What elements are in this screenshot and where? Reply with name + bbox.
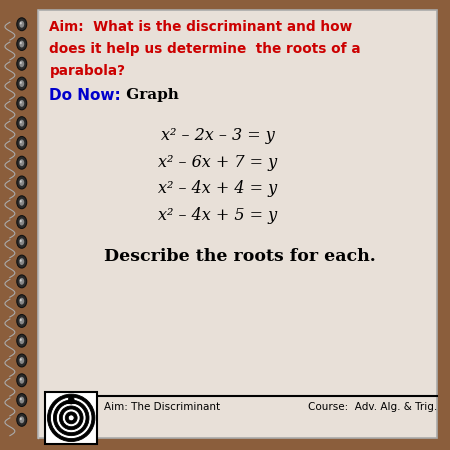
Ellipse shape: [20, 378, 22, 381]
Ellipse shape: [17, 136, 27, 149]
Ellipse shape: [19, 357, 24, 364]
Ellipse shape: [50, 397, 92, 439]
Ellipse shape: [17, 176, 27, 189]
Ellipse shape: [17, 354, 27, 367]
Ellipse shape: [20, 180, 22, 183]
Ellipse shape: [19, 396, 24, 404]
Text: x² – 4x + 4 = y: x² – 4x + 4 = y: [158, 180, 277, 198]
Ellipse shape: [19, 258, 24, 265]
Ellipse shape: [20, 121, 22, 123]
Ellipse shape: [17, 18, 27, 31]
Ellipse shape: [17, 315, 27, 327]
Ellipse shape: [19, 60, 24, 67]
Ellipse shape: [56, 403, 86, 433]
Text: Aim:  What is the discriminant and how: Aim: What is the discriminant and how: [50, 20, 353, 34]
Ellipse shape: [19, 100, 24, 107]
Text: does it help us determine  the roots of a: does it help us determine the roots of a: [50, 42, 361, 56]
Ellipse shape: [54, 400, 89, 436]
Bar: [45, 392, 97, 444]
Ellipse shape: [19, 416, 24, 423]
Ellipse shape: [19, 377, 24, 384]
Ellipse shape: [19, 298, 24, 305]
Ellipse shape: [20, 42, 22, 44]
Ellipse shape: [19, 238, 24, 245]
Ellipse shape: [20, 338, 22, 341]
Ellipse shape: [20, 141, 22, 143]
Text: Graph: Graph: [121, 88, 179, 102]
Text: Do Now:: Do Now:: [50, 88, 121, 103]
Ellipse shape: [19, 337, 24, 344]
Ellipse shape: [20, 22, 22, 24]
Ellipse shape: [19, 179, 24, 186]
Ellipse shape: [17, 295, 27, 308]
Ellipse shape: [20, 220, 22, 222]
Ellipse shape: [68, 415, 74, 421]
Ellipse shape: [17, 77, 27, 90]
Ellipse shape: [19, 317, 24, 324]
Ellipse shape: [20, 319, 22, 321]
Bar: [38, 10, 437, 437]
Ellipse shape: [19, 21, 24, 28]
Ellipse shape: [62, 409, 80, 427]
Ellipse shape: [19, 219, 24, 225]
Ellipse shape: [68, 396, 74, 404]
Text: Course:  Adv. Alg. & Trig.: Course: Adv. Alg. & Trig.: [308, 402, 437, 412]
Ellipse shape: [20, 101, 22, 104]
Ellipse shape: [17, 38, 27, 50]
Ellipse shape: [17, 97, 27, 110]
Ellipse shape: [19, 278, 24, 285]
Ellipse shape: [17, 117, 27, 130]
Ellipse shape: [19, 120, 24, 126]
Text: Describe the roots for each.: Describe the roots for each.: [104, 248, 376, 265]
Ellipse shape: [19, 159, 24, 166]
Ellipse shape: [65, 412, 77, 424]
Ellipse shape: [17, 414, 27, 426]
Ellipse shape: [47, 394, 95, 441]
Ellipse shape: [17, 334, 27, 347]
Ellipse shape: [20, 200, 22, 202]
Text: parabola?: parabola?: [50, 64, 126, 78]
Ellipse shape: [17, 394, 27, 406]
Text: x² – 4x + 5 = y: x² – 4x + 5 = y: [158, 207, 277, 224]
Ellipse shape: [17, 57, 27, 70]
Text: Aim: The Discriminant: Aim: The Discriminant: [104, 402, 220, 412]
Ellipse shape: [20, 398, 22, 400]
Ellipse shape: [17, 196, 27, 209]
Ellipse shape: [19, 199, 24, 206]
Ellipse shape: [17, 255, 27, 268]
Ellipse shape: [20, 299, 22, 302]
Ellipse shape: [20, 259, 22, 262]
Ellipse shape: [19, 140, 24, 146]
Ellipse shape: [20, 62, 22, 64]
Ellipse shape: [20, 81, 22, 84]
Ellipse shape: [17, 374, 27, 387]
Ellipse shape: [19, 40, 24, 48]
Text: x² – 6x + 7 = y: x² – 6x + 7 = y: [158, 154, 277, 171]
Ellipse shape: [17, 216, 27, 229]
Ellipse shape: [20, 161, 22, 163]
Ellipse shape: [20, 279, 22, 282]
Ellipse shape: [20, 358, 22, 361]
Ellipse shape: [20, 418, 22, 420]
Ellipse shape: [59, 406, 83, 430]
Ellipse shape: [17, 156, 27, 169]
Ellipse shape: [17, 275, 27, 288]
Ellipse shape: [19, 80, 24, 87]
Ellipse shape: [17, 235, 27, 248]
Ellipse shape: [20, 239, 22, 242]
Text: x² – 2x – 3 = y: x² – 2x – 3 = y: [161, 127, 274, 144]
